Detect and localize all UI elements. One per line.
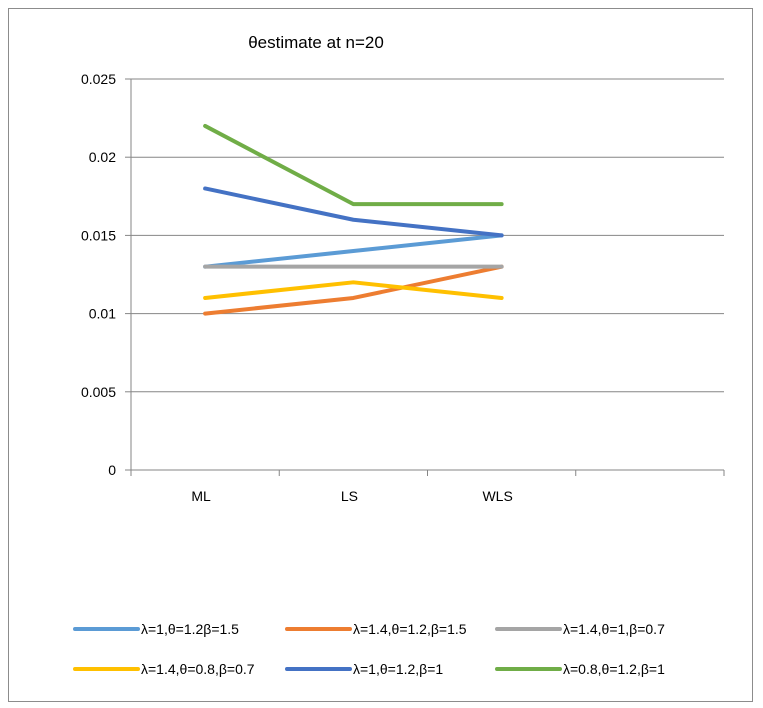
series-line-5 <box>203 186 504 238</box>
x-axis-ticks: ML LS WLS <box>130 470 725 504</box>
series-line-1 <box>203 233 504 269</box>
legend-label: λ=1.4,θ=1.2,β=1.5 <box>353 621 467 637</box>
y-tick-label: 0.015 <box>81 227 116 243</box>
legend-label: λ=1.4,θ=0.8,β=0.7 <box>141 661 255 677</box>
legend-label: λ=1,θ=1.2β=1.5 <box>141 621 239 637</box>
x-tick-label: LS <box>341 488 358 504</box>
series-line-2 <box>203 264 504 316</box>
y-tick-label: 0.02 <box>89 149 116 165</box>
chart-title: θestimate at n=20 <box>248 33 384 52</box>
y-tick-label: 0 <box>108 462 116 478</box>
y-axis-ticks: 0 0.005 0.01 0.015 0.02 0.025 <box>81 71 131 478</box>
y-tick-label: 0.005 <box>81 384 116 400</box>
y-tick-label: 0.025 <box>81 71 116 87</box>
legend-label: λ=0.8,θ=1.2,β=1 <box>563 661 665 677</box>
series-line-4 <box>203 280 504 300</box>
chart-frame <box>8 8 753 702</box>
legend-label: λ=1.4,θ=1,β=0.7 <box>563 621 665 637</box>
x-tick-label: WLS <box>482 488 512 504</box>
x-tick-label: ML <box>191 488 211 504</box>
y-tick-label: 0.01 <box>89 306 116 322</box>
series-lines <box>203 123 504 316</box>
gridlines <box>131 78 724 393</box>
series-line-6 <box>203 123 504 207</box>
axes <box>130 79 724 471</box>
legend: λ=1,θ=1.2β=1.5 λ=1.4,θ=1.2,β=1.5 λ=1.4,θ=1… <box>73 621 665 677</box>
legend-label: λ=1,θ=1.2,β=1 <box>353 661 443 677</box>
